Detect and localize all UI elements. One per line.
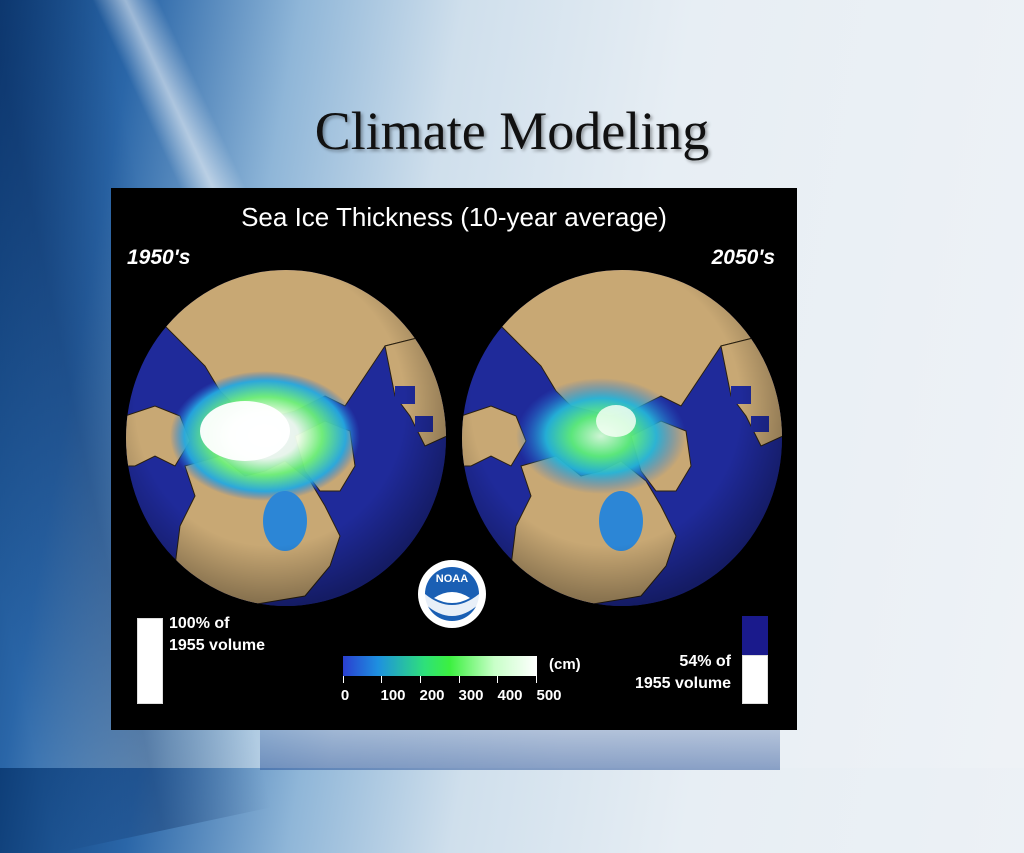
volume-bar-2050s bbox=[742, 655, 768, 704]
colorbar-tick bbox=[343, 676, 344, 683]
globe-2050s bbox=[462, 270, 782, 606]
globe-1950s bbox=[126, 270, 446, 606]
volume-bar-2050s-lost bbox=[742, 616, 768, 656]
thickness-colorbar bbox=[343, 656, 537, 676]
colorbar-label: 200 bbox=[419, 687, 445, 704]
volume-line: 100% of bbox=[169, 615, 230, 632]
colorbar-label: 300 bbox=[458, 687, 484, 704]
colorbar-label: 400 bbox=[497, 687, 523, 704]
colorbar-label: 100 bbox=[380, 687, 406, 704]
slide-title: Climate Modeling bbox=[314, 101, 710, 161]
colorbar-tick bbox=[497, 676, 498, 683]
colorbar-tick bbox=[536, 676, 537, 683]
volume-line: 54% of bbox=[679, 653, 731, 670]
noaa-logo-text: NOAA bbox=[436, 573, 468, 585]
colorbar-unit: (cm) bbox=[549, 656, 581, 673]
colorbar-label: 500 bbox=[536, 687, 562, 704]
colorbar-ticks bbox=[343, 676, 537, 684]
colorbar-tick bbox=[459, 676, 460, 683]
volume-line: 1955 volume bbox=[169, 637, 266, 654]
volume-bar-1950s bbox=[137, 618, 163, 704]
volume-text-2050s: 54% of 1955 volume bbox=[635, 651, 731, 695]
sea-ice-figure: Sea Ice Thickness (10-year average) 1950… bbox=[111, 188, 797, 730]
volume-line: 1955 volume bbox=[634, 675, 731, 692]
colorbar-tick bbox=[381, 676, 382, 683]
volume-text-1950s: 100% of 1955 volume bbox=[169, 613, 265, 657]
colorbar-tick bbox=[420, 676, 421, 683]
figure-title: Sea Ice Thickness (10-year average) bbox=[241, 202, 667, 232]
noaa-logo-icon: NOAA bbox=[418, 560, 486, 628]
left-decade-label: 1950's bbox=[127, 246, 191, 269]
right-decade-label: 2050's bbox=[711, 246, 775, 269]
colorbar-label: 0 bbox=[340, 687, 350, 704]
